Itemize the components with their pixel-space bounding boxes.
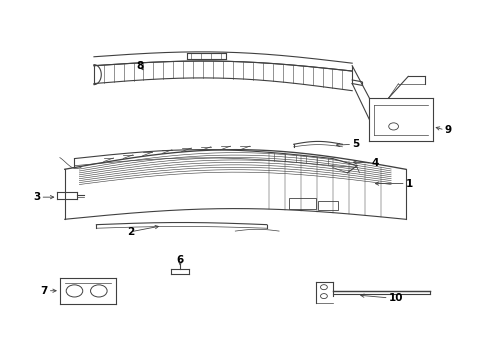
Circle shape [320, 294, 327, 298]
Text: 1: 1 [406, 179, 413, 189]
Text: 4: 4 [372, 158, 379, 168]
Text: 3: 3 [33, 192, 40, 202]
Circle shape [66, 285, 83, 297]
Text: 5: 5 [352, 139, 360, 149]
Text: 10: 10 [389, 293, 403, 303]
Text: 9: 9 [445, 125, 452, 135]
Text: 2: 2 [127, 227, 134, 237]
Circle shape [320, 285, 327, 290]
Circle shape [91, 285, 107, 297]
Bar [318, 202, 338, 210]
Bar [289, 198, 316, 208]
Text: 6: 6 [176, 255, 184, 265]
Text: 8: 8 [137, 61, 144, 71]
Circle shape [389, 123, 398, 130]
Text: 7: 7 [40, 286, 48, 296]
